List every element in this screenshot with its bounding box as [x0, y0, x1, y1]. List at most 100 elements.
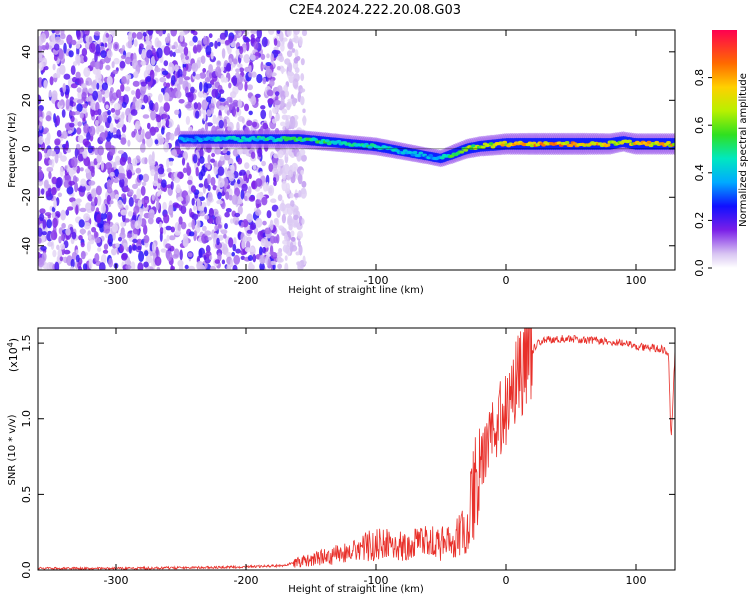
noise-cell [156, 47, 163, 59]
noise-cell [154, 67, 161, 73]
noise-cell [301, 30, 308, 36]
noise-cell [250, 151, 256, 159]
ridge-core [480, 145, 486, 149]
noise-cell [251, 121, 258, 128]
noise-cell [81, 47, 88, 57]
snr-line [38, 328, 675, 570]
noise-cell [228, 194, 233, 201]
noise-cell [213, 166, 219, 175]
noise-cell [214, 147, 222, 155]
noise-cell [86, 241, 91, 253]
noise-cell [144, 250, 149, 257]
noise-cell [77, 134, 84, 144]
noise-cell [63, 42, 67, 54]
noise-cell [231, 251, 235, 257]
noise-cell [94, 237, 101, 244]
noise-cell [265, 68, 273, 79]
noise-cell [83, 55, 88, 63]
noise-cell [127, 39, 133, 49]
noise-cell [121, 193, 127, 199]
noise-cell [210, 107, 214, 115]
noise-cell [261, 64, 268, 69]
noise-cell [259, 262, 265, 270]
noise-cell [136, 31, 143, 40]
y-tick-label: -40 [20, 237, 33, 255]
noise-cell [290, 230, 295, 237]
noise-cell [274, 99, 281, 106]
noise-cell [146, 136, 153, 148]
noise-cell [140, 81, 147, 87]
noise-cell [156, 192, 161, 197]
noise-cell [69, 266, 75, 270]
noise-cell [269, 251, 275, 256]
noise-cell [254, 51, 260, 57]
noise-cell [244, 195, 248, 202]
noise-cell [170, 149, 177, 156]
noise-cell [132, 80, 140, 87]
noise-cell [70, 258, 75, 269]
colorbar-ticks: 0.0 0.2 0.4 0.6 0.8 [693, 69, 712, 277]
noise-cell [94, 61, 101, 70]
ridge-core [192, 138, 198, 143]
noise-cell [81, 83, 87, 89]
noise-cell [196, 220, 201, 229]
noise-cell [53, 199, 57, 209]
ridge-core [605, 143, 611, 147]
noise-cell [220, 66, 225, 72]
noise-cell [131, 131, 136, 138]
noise-cell [253, 41, 259, 50]
noise-cell [106, 50, 113, 59]
noise-cell [291, 236, 296, 242]
noise-cell [165, 243, 172, 249]
noise-cell [77, 187, 83, 192]
noise-cell [54, 30, 60, 35]
noise-cell [186, 165, 192, 176]
noise-cell [230, 91, 237, 99]
noise-cell [84, 30, 90, 36]
noise-cell [138, 251, 145, 262]
noise-cell [68, 170, 74, 176]
noise-cell [60, 233, 65, 241]
noise-cell [280, 96, 285, 108]
noise-cell [48, 90, 52, 98]
noise-cell [228, 58, 233, 65]
noise-cell [106, 186, 113, 194]
noise-cell [237, 157, 243, 165]
noise-cell [187, 91, 194, 103]
noise-cell [226, 96, 233, 103]
noise-cell [125, 264, 132, 270]
noise-cell [277, 263, 282, 270]
noise-cell [70, 83, 78, 89]
noise-cell [88, 234, 92, 240]
noise-cell [135, 132, 141, 141]
noise-cell [185, 55, 189, 60]
noise-cell [83, 103, 88, 109]
noise-cell [220, 229, 228, 235]
noise-cell [237, 81, 244, 91]
noise-cell [187, 179, 193, 185]
x-tick-label: -100 [364, 274, 389, 287]
noise-cell [289, 241, 294, 253]
noise-cell [76, 87, 82, 93]
noise-cell [249, 223, 255, 231]
noise-cell [139, 85, 147, 95]
noise-cell [271, 118, 277, 124]
noise-cell [281, 108, 288, 114]
noise-cell [84, 168, 90, 174]
noise-cell [92, 90, 99, 101]
noise-cell [77, 121, 82, 127]
noise-cell [239, 67, 245, 73]
noise-cell [293, 30, 300, 36]
noise-cell [277, 162, 281, 172]
noise-cell [156, 266, 161, 270]
noise-cell [54, 153, 59, 164]
noise-cell [230, 218, 234, 224]
noise-cell [59, 64, 66, 75]
noise-cell [38, 169, 44, 180]
noise-cell [139, 43, 144, 50]
noise-cell [96, 154, 102, 164]
noise-cell [272, 156, 279, 166]
noise-cell [251, 71, 257, 78]
noise-cell [130, 109, 138, 116]
noise-cell [82, 149, 88, 159]
